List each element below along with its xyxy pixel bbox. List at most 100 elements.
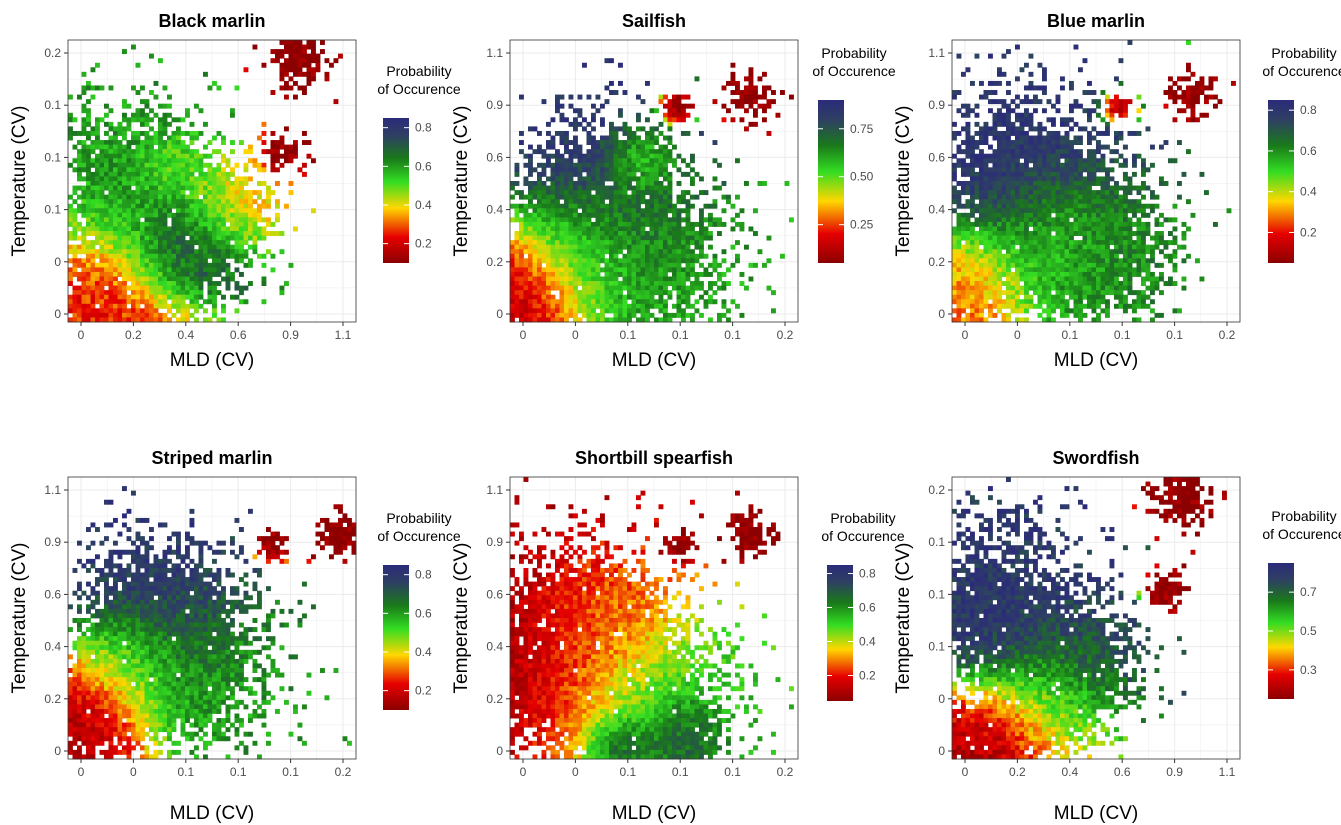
heat-cell: [1100, 144, 1106, 150]
heat-cell: [153, 240, 159, 246]
heat-cell: [252, 212, 258, 218]
heat-cell: [1019, 212, 1025, 218]
heat-cell: [528, 244, 533, 250]
heat-cell: [252, 158, 258, 164]
heat-cell: [974, 130, 980, 136]
heat-cell: [586, 121, 592, 127]
heat-cell: [1105, 181, 1110, 186]
heat-cell: [636, 285, 641, 291]
heat-cell: [266, 185, 271, 191]
heat-cell: [992, 244, 998, 250]
heat-cell: [667, 217, 673, 223]
heat-cell: [604, 285, 610, 291]
heat-cell: [113, 181, 118, 186]
heat-cell: [1046, 249, 1052, 255]
heat-cell: [631, 235, 637, 241]
heat-cell: [149, 267, 154, 273]
heat-cell: [1132, 244, 1137, 250]
heat-cell: [68, 162, 73, 168]
heat-cell: [753, 262, 758, 268]
y-tick-label: 0: [54, 255, 61, 269]
heat-cell: [1154, 240, 1160, 246]
heat-cell: [1055, 144, 1061, 150]
heat-cell: [104, 271, 109, 277]
heat-cell: [167, 176, 172, 182]
heat-cell: [640, 285, 646, 291]
heat-cell: [77, 171, 82, 177]
heat-cell: [1006, 235, 1011, 241]
heat-cell: [1064, 208, 1070, 214]
heat-cell: [564, 221, 569, 227]
heat-cell: [144, 244, 150, 250]
heat-cell: [1001, 71, 1007, 77]
heat-cell: [577, 162, 583, 168]
heat-cell: [95, 185, 100, 191]
heat-cell: [1127, 190, 1133, 196]
heat-cell: [99, 162, 105, 168]
heat-cell: [604, 317, 610, 323]
heat-cell: [564, 194, 569, 200]
heat-cell: [591, 281, 596, 287]
heat-cell: [582, 126, 587, 132]
heat-cell: [122, 162, 127, 168]
heat-cell: [261, 121, 267, 127]
heat-cell: [591, 262, 596, 268]
heat-cell: [86, 271, 91, 277]
heat-cell: [293, 144, 298, 150]
heat-cell: [248, 235, 253, 241]
heat-cell: [275, 203, 280, 209]
heat-cell: [243, 231, 249, 236]
heat-cell: [609, 281, 614, 287]
heat-cell: [225, 281, 231, 287]
heat-cell: [203, 308, 208, 314]
heat-cell: [1046, 221, 1052, 227]
heat-cell: [1006, 249, 1011, 255]
heat-cell: [1096, 176, 1101, 182]
heat-cell: [532, 249, 538, 255]
heat-cell: [90, 262, 96, 268]
heat-cell: [1024, 153, 1029, 159]
heat-cell: [721, 117, 727, 123]
heat-cell: [1060, 76, 1065, 82]
heat-cell: [735, 240, 740, 246]
heat-cell: [203, 153, 208, 159]
heat-cell: [167, 308, 172, 314]
heat-cell: [212, 135, 217, 141]
heat-cell: [122, 144, 127, 150]
heat-cell: [1118, 240, 1124, 246]
heat-cell: [198, 162, 204, 168]
heat-cell: [555, 208, 560, 214]
heat-cell: [230, 194, 235, 200]
heat-cell: [541, 294, 547, 300]
heat-cell: [1015, 167, 1020, 173]
heat-cell: [203, 199, 208, 205]
heat-cell: [640, 249, 646, 255]
heat-cell: [676, 108, 682, 114]
heat-cell: [221, 294, 226, 300]
heat-cell: [974, 121, 980, 127]
heat-cell: [979, 217, 984, 223]
heat-cell: [604, 244, 610, 250]
heat-cell: [1019, 190, 1025, 196]
heat-cell: [77, 203, 82, 209]
heat-cell: [1091, 167, 1097, 173]
heat-cell: [676, 221, 682, 227]
heat-cell: [613, 144, 619, 150]
heat-cell: [568, 221, 574, 227]
heat-cell: [992, 203, 998, 209]
heat-cell: [537, 217, 542, 223]
heat-cell: [532, 303, 538, 309]
heat-cell: [86, 226, 91, 232]
heat-cell: [86, 253, 91, 259]
heat-cell: [604, 149, 610, 155]
heat-cell: [604, 303, 610, 309]
heat-cell: [1087, 244, 1092, 250]
heat-cell: [104, 149, 109, 155]
heat-cell: [1204, 190, 1209, 196]
heat-cell: [239, 226, 244, 232]
heat-cell: [1028, 185, 1034, 191]
heat-cell: [600, 176, 605, 182]
heat-cell: [248, 194, 253, 200]
heat-cell: [1051, 153, 1056, 159]
heat-cell: [176, 294, 181, 300]
